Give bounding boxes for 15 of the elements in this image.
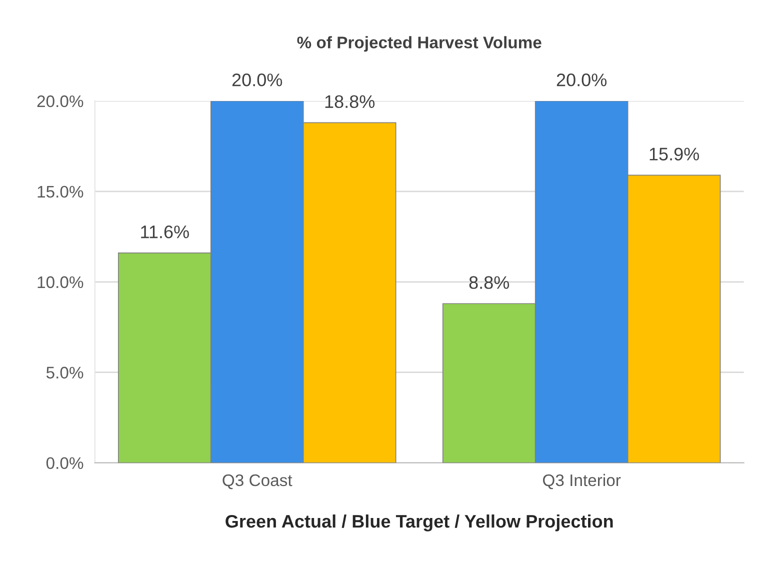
y-tick-label: 0.0% [46, 457, 84, 470]
x-tick-label: Q3 Coast [222, 474, 292, 490]
data-label: 20.0% [556, 74, 607, 86]
data-label: 15.9% [650, 148, 700, 160]
x-tick-label: Q3 Interior [543, 474, 621, 490]
x-axis-title: Green Actual / Blue Target / Yellow Projection [226, 514, 613, 532]
y-tick-label: 15.0% [38, 186, 84, 198]
y-tick-label: 5.0% [46, 366, 84, 379]
y-tick-label: 20.0% [37, 95, 84, 108]
data-label: 8.8% [469, 276, 510, 289]
data-label: 20.0% [232, 74, 282, 86]
data-label: 18.8% [325, 95, 375, 108]
y-tick-label: 10.0% [38, 276, 84, 288]
chart-title: % of Projected Harvest Volume [297, 36, 542, 52]
data-label: 11.6% [141, 225, 189, 238]
